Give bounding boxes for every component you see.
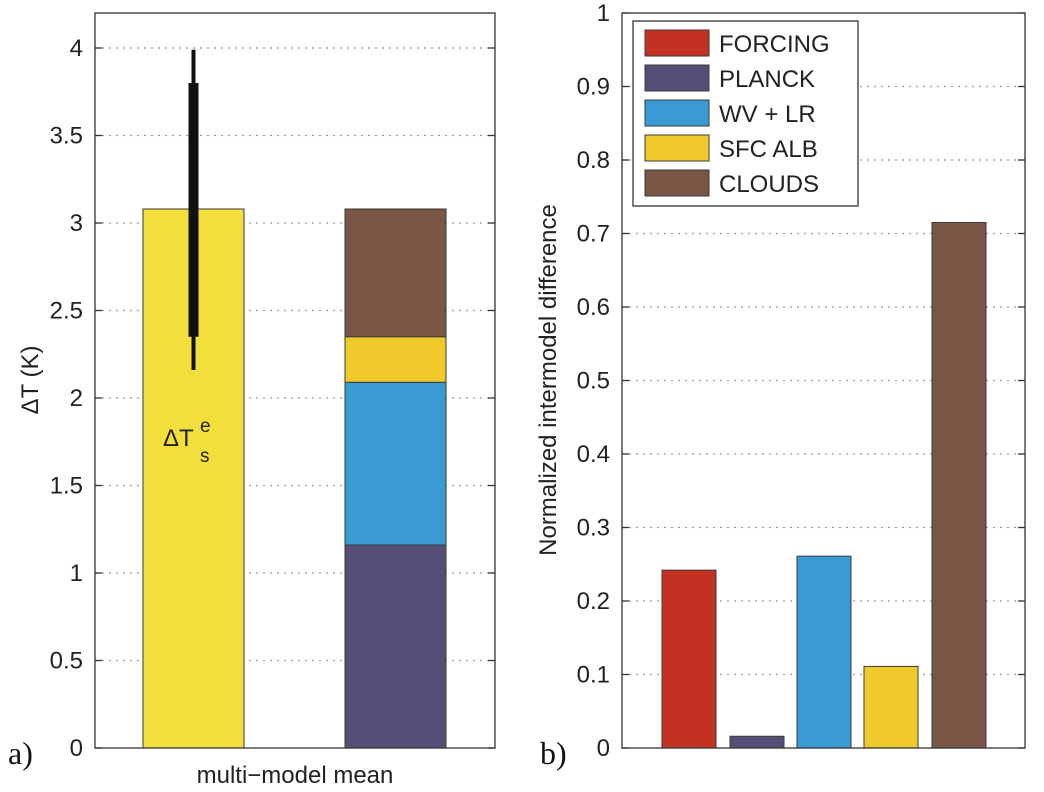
- delta-t-main: ΔT: [163, 425, 194, 452]
- panel-b-legend: FORCING PLANCK WV + LR SFC ALB CLOUDS: [633, 21, 858, 206]
- panel-b: 0 0.1 0.2 0.3 0.4 0.5 0.6 0.7 0.8 0.9 1 Normalized…: [535, 0, 1025, 771]
- panel-a-y-tick-label: 0.5: [50, 648, 83, 675]
- panel-a-x-axis-label: multi−model mean: [197, 762, 394, 789]
- panel-b-y-axis-label: Normalized intermodel difference: [535, 204, 562, 556]
- legend-swatch-planck: [645, 65, 709, 91]
- panel-a-label: a): [8, 735, 33, 771]
- panel-b-y-tick-label: 0.6: [577, 294, 610, 321]
- panel-b-y-tick-label: 0.3: [577, 515, 610, 542]
- panel-b-y-tick-label: 0.2: [577, 588, 610, 615]
- panel-a-y-tick-label: 4: [70, 35, 83, 62]
- legend-swatch-sfc-alb: [645, 135, 709, 161]
- panel-a-delta-t-superscript: e: [200, 416, 211, 437]
- panel-a-y-tick-label: 1.5: [50, 473, 83, 500]
- panel-b-y-tick-label: 0.9: [577, 74, 610, 101]
- legend-label: PLANCK: [719, 66, 815, 93]
- panel-a-delta-t-subscript: s: [200, 446, 210, 467]
- legend-swatch-forcing: [645, 30, 709, 56]
- panel-b-bar-clouds: [932, 222, 986, 748]
- panel-a-y-tick-label: 0: [70, 735, 83, 762]
- panel-b-y-tick-label: 0.5: [577, 368, 610, 395]
- panel-a-stacked-segment-clouds: [345, 209, 446, 337]
- panel-a-y-axis-label: ΔT (K): [17, 346, 44, 415]
- panel-a-y-tick-label: 3.5: [50, 123, 83, 150]
- legend-label: WV + LR: [719, 101, 816, 128]
- panel-b-y-tick-label: 0.4: [577, 441, 610, 468]
- panel-a: ΔT es 0 0.5 1 1.5 2 2.5 3 3.5 4 ΔT (K) multi−mode…: [8, 13, 495, 789]
- panel-b-bar-wv-lr: [797, 556, 851, 748]
- panel-a-y-tick-label: 1: [70, 560, 83, 587]
- panel-b-y-tick-label: 0: [597, 735, 610, 762]
- legend-label: CLOUDS: [719, 171, 819, 198]
- legend-swatch-wv-lr: [645, 100, 709, 126]
- panel-b-y-tick-label: 0.7: [577, 221, 610, 248]
- panel-b-bar-planck: [730, 736, 784, 748]
- panel-a-y-tick-label: 2: [70, 385, 83, 412]
- panel-a-y-tick-label: 2.5: [50, 298, 83, 325]
- panel-b-y-tick-label: 0.8: [577, 147, 610, 174]
- legend-label: FORCING: [719, 31, 830, 58]
- panel-a-stacked-segment-planck: [345, 545, 446, 748]
- panel-b-label: b): [540, 735, 567, 771]
- panel-a-delta-t-label: ΔT: [163, 425, 194, 452]
- panel-b-bars: [662, 222, 986, 748]
- panel-b-y-tick-label: 1: [597, 0, 610, 27]
- legend-swatch-clouds: [645, 170, 709, 196]
- panel-b-bar-sfc-alb: [864, 666, 918, 748]
- panel-a-stacked-segment-wv-lr: [345, 382, 446, 545]
- panel-a-bars: ΔT es: [143, 50, 446, 748]
- panel-b-bar-forcing: [662, 570, 716, 748]
- panel-a-stacked-segment-sfc-alb: [345, 337, 446, 383]
- panel-a-y-tick-label: 3: [70, 210, 83, 237]
- legend-label: SFC ALB: [719, 136, 818, 163]
- panel-b-y-tick-label: 0.1: [577, 662, 610, 689]
